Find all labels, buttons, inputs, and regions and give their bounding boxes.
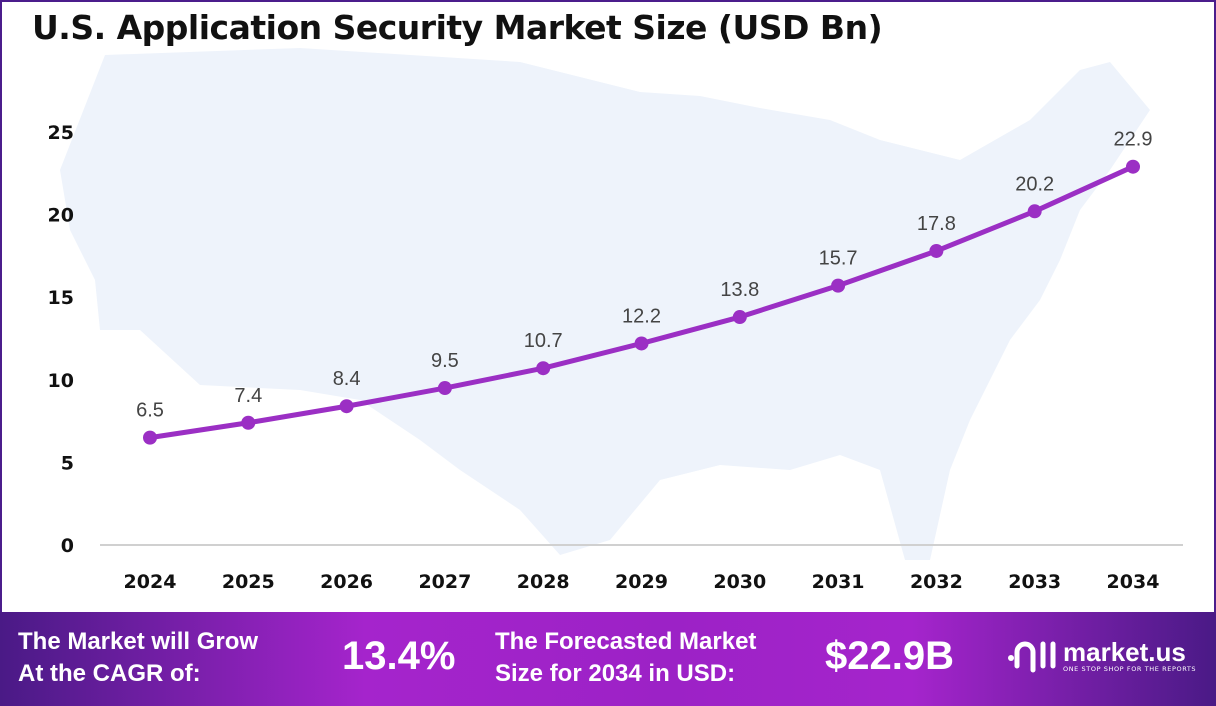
data-label: 17.8 xyxy=(917,213,956,235)
x-tick-label: 2027 xyxy=(418,571,471,593)
x-tick-label: 2028 xyxy=(517,571,570,593)
data-point xyxy=(437,381,452,396)
market-us-logo-icon xyxy=(1008,641,1056,673)
cagr-label-line2: At the CAGR of: xyxy=(18,660,201,687)
x-tick-label: 2030 xyxy=(713,571,766,593)
y-tick-label: 15 xyxy=(48,287,74,309)
data-label: 12.2 xyxy=(622,305,661,327)
y-tick-label: 20 xyxy=(48,205,74,227)
logo-tagline: ONE STOP SHOP FOR THE REPORTS xyxy=(1063,665,1197,673)
data-label: 10.7 xyxy=(524,330,563,352)
chart-title: U.S. Application Security Market Size (U… xyxy=(32,8,883,47)
cagr-value: 13.4% xyxy=(342,634,456,678)
data-point xyxy=(732,310,747,325)
x-tick-label: 2031 xyxy=(812,571,865,593)
data-point xyxy=(634,336,649,351)
us-map-silhouette xyxy=(60,48,1150,560)
x-tick-label: 2034 xyxy=(1107,571,1160,593)
x-tick-label: 2032 xyxy=(910,571,963,593)
data-label: 7.4 xyxy=(234,385,262,407)
y-tick-label: 25 xyxy=(48,122,74,144)
market-us-logo: market.us ONE STOP SHOP FOR THE REPORTS xyxy=(1005,636,1196,676)
forecast-label-line1: The Forecasted Market xyxy=(495,628,757,655)
data-label: 15.7 xyxy=(819,248,858,270)
data-label: 13.8 xyxy=(720,279,759,301)
logo-name: market.us xyxy=(1063,637,1186,667)
cagr-label: The Market will Grow At the CAGR of: xyxy=(18,626,258,690)
y-tick-label: 5 xyxy=(61,452,74,474)
data-point xyxy=(143,430,157,445)
x-tick-label: 2029 xyxy=(615,571,668,593)
data-label: 8.4 xyxy=(333,368,361,390)
data-label: 9.5 xyxy=(431,350,459,372)
forecast-label-line2: Size for 2034 in USD: xyxy=(495,660,736,687)
summary-footer: The Market will Grow At the CAGR of: 13.… xyxy=(0,612,1216,706)
x-tick-label: 2026 xyxy=(320,571,373,593)
data-point xyxy=(241,415,256,430)
data-label: 20.2 xyxy=(1015,173,1054,195)
chart-frame xyxy=(0,0,1216,612)
x-tick-label: 2025 xyxy=(222,571,275,593)
data-label: 6.5 xyxy=(136,400,164,422)
data-point xyxy=(831,278,846,293)
x-tick-label: 2024 xyxy=(124,571,177,593)
x-tick-label: 2033 xyxy=(1008,571,1061,593)
cagr-label-line1: The Market will Grow xyxy=(18,628,259,655)
data-point xyxy=(339,399,354,414)
forecast-label: The Forecasted Market Size for 2034 in U… xyxy=(495,626,756,690)
data-label: 22.9 xyxy=(1114,129,1153,151)
y-tick-label: 0 xyxy=(61,535,74,557)
y-tick-label: 10 xyxy=(48,370,74,392)
data-point xyxy=(929,243,944,258)
data-point xyxy=(1027,204,1042,219)
forecast-value: $22.9B xyxy=(825,634,954,678)
data-point xyxy=(536,361,551,376)
data-point xyxy=(1126,159,1140,174)
